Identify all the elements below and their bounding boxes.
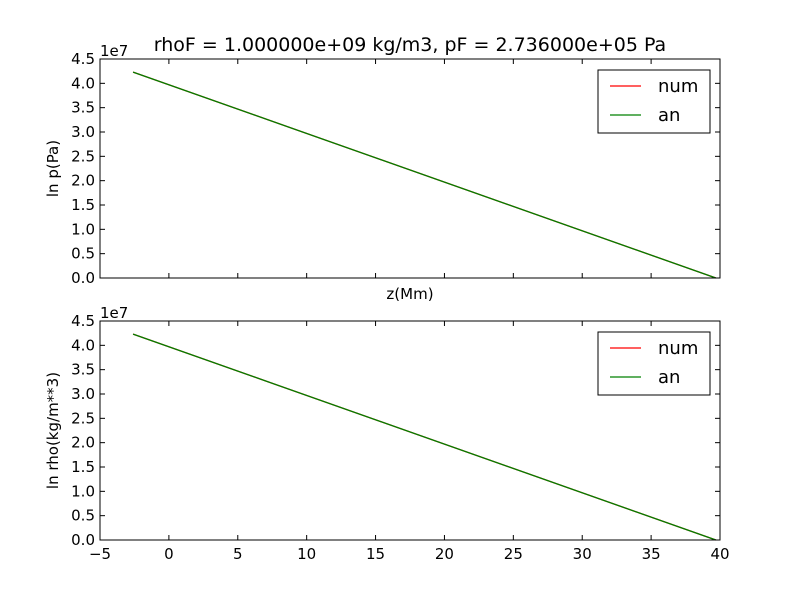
panel-2-xtick-label: 15 [366,545,385,563]
panel-1-y-offset-label: 1e7 [100,42,128,60]
panel-2-ytick-label: 3.0 [71,385,95,403]
panel-1-legend-label-an: an [658,105,680,126]
panel-2-xtick-label: 25 [504,545,523,563]
panel-2-ytick-label: 1.0 [71,482,95,500]
panel-2-ytick-label: 2.0 [71,434,95,452]
panel-2-ytick-label: 0.5 [71,507,95,525]
panel-2-ytick-label: 3.5 [71,361,95,379]
panel-1-ytick-label: 4.0 [71,74,95,92]
panel-2-xtick-label: 5 [233,545,243,563]
panel-2-xtick-label: −5 [89,545,111,563]
panel-1-series-line-an [132,71,717,279]
panel-1-ytick-label: 4.5 [71,50,95,68]
panel-1-ytick-label: 3.0 [71,123,95,141]
panel-2-legend-label-num: num [658,338,698,359]
panel-2-xtick-label: 20 [435,545,454,563]
panel-2-ytick-label: 1.5 [71,458,95,476]
panel-2-ytick-label: 4.5 [71,312,95,330]
panel-2-legend-box [597,331,711,396]
panel-2-legend-label-an: an [658,367,680,388]
panel-2-ytick-label: 4.0 [71,336,95,354]
panel-2-y-offset-label: 1e7 [100,304,128,322]
panel-2-ytick-label: 2.5 [71,409,95,427]
panel-2-y-axis-label: ln rho(kg/m**3) [44,372,62,489]
panel-2-axes-frame [99,320,721,541]
panel-2-xtick-label: 35 [642,545,661,563]
panel-2-xtick-label: 40 [710,545,729,563]
panel-1-axes-frame [99,58,721,279]
panel-1-ytick-label: 2.5 [71,147,95,165]
panel-1-ytick-label: 0.5 [71,245,95,263]
panel-1-ytick-label: 3.5 [71,99,95,117]
panel-2-xtick-label: 10 [297,545,316,563]
panel-2-series-line-an [132,333,717,541]
panel-1-ytick-label: 1.5 [71,196,95,214]
panel-1-ytick-label: 0.0 [71,269,95,287]
panel-1-title: rhoF = 1.000000e+09 kg/m3, pF = 2.736000… [154,34,666,56]
panel-1-x-axis-label: z(Mm) [386,285,433,303]
panel-1-ytick-label: 1.0 [71,220,95,238]
panel-1-legend-box [597,69,711,134]
panel-1-y-axis-label: ln p(Pa) [44,140,62,197]
panel-2-ytick-label: 0.0 [71,531,95,549]
panel-2-xtick-label: 0 [164,545,174,563]
panel-1-ytick-label: 2.0 [71,172,95,190]
panel-2-xtick-label: 30 [573,545,592,563]
panel-1-legend-label-num: num [658,76,698,97]
